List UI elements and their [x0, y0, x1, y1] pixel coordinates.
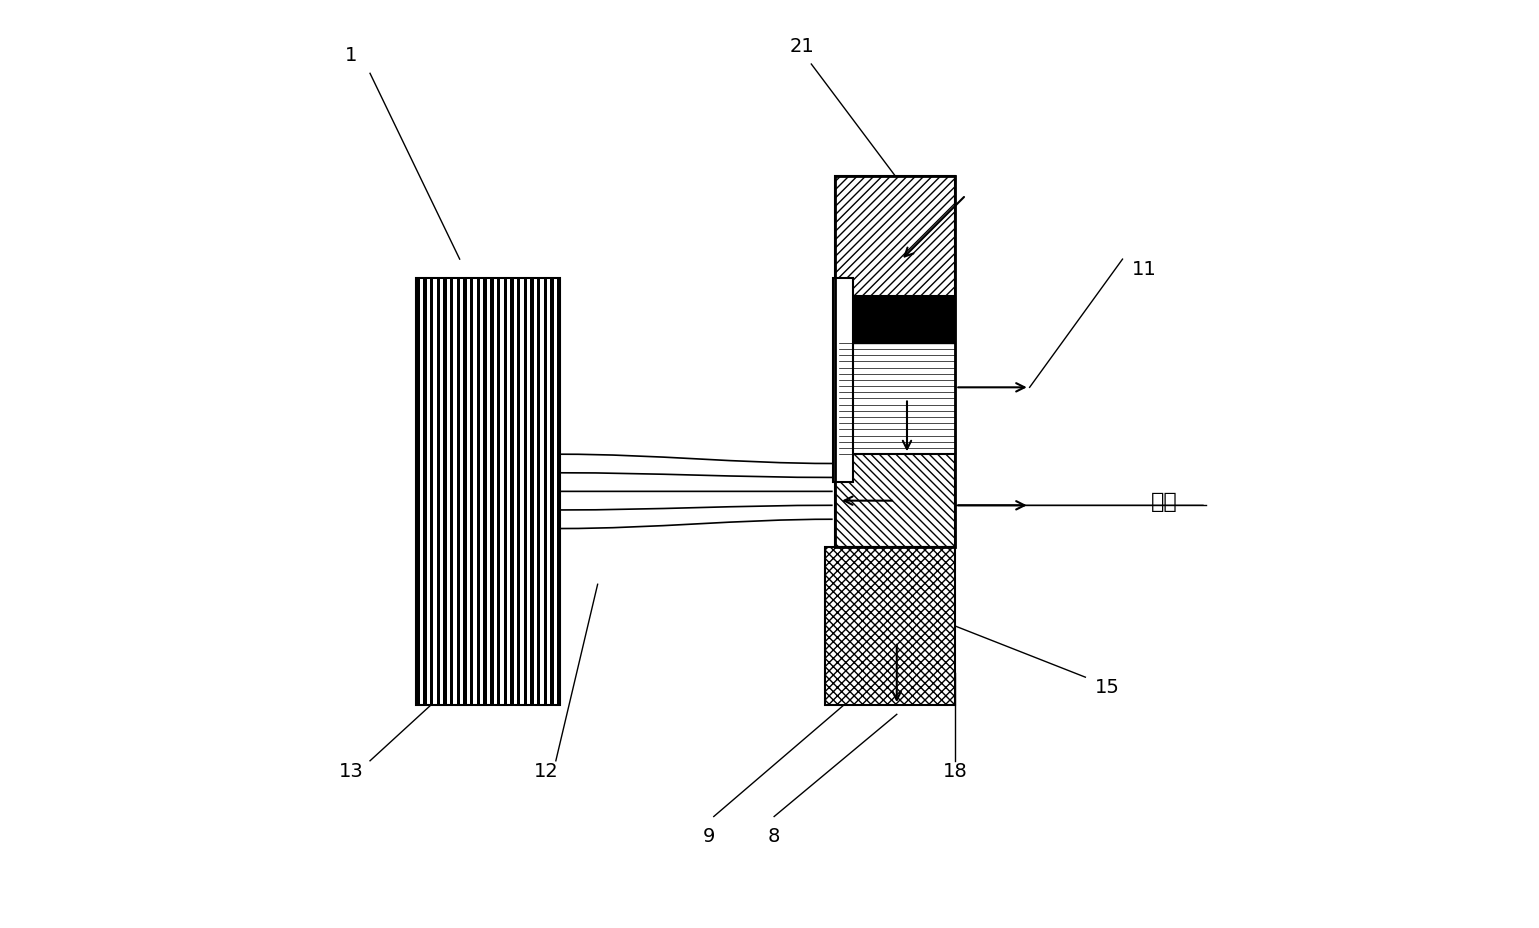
Bar — [834, 455, 956, 548]
Bar — [417, 278, 420, 705]
Bar — [497, 278, 500, 705]
Text: 11: 11 — [1131, 260, 1157, 278]
Bar — [511, 278, 514, 705]
Bar — [449, 278, 454, 705]
Text: 1: 1 — [345, 46, 357, 65]
Bar — [457, 278, 460, 705]
Text: 8: 8 — [768, 826, 780, 844]
Text: 9: 9 — [703, 826, 716, 844]
Bar — [543, 278, 546, 705]
Bar — [463, 278, 466, 705]
Bar — [833, 278, 853, 483]
Bar — [523, 278, 526, 705]
Text: 18: 18 — [943, 761, 968, 780]
Bar — [557, 278, 560, 705]
Bar — [469, 278, 474, 705]
Bar — [834, 297, 956, 343]
Bar — [503, 278, 506, 705]
Bar — [423, 278, 426, 705]
Bar — [483, 278, 486, 705]
Bar — [517, 278, 520, 705]
Bar — [825, 548, 956, 705]
Bar — [531, 278, 534, 705]
Text: 激光: 激光 — [1150, 491, 1177, 511]
Bar — [834, 176, 956, 548]
Bar — [437, 278, 440, 705]
Bar — [443, 278, 446, 705]
Bar — [417, 278, 560, 705]
Bar — [834, 176, 956, 297]
Text: 21: 21 — [790, 37, 814, 56]
Bar — [489, 278, 494, 705]
Bar — [477, 278, 480, 705]
Text: 12: 12 — [534, 761, 559, 780]
Text: 15: 15 — [1094, 677, 1119, 696]
Bar — [839, 343, 956, 455]
Text: 13: 13 — [339, 761, 363, 780]
Bar — [429, 278, 432, 705]
Bar — [537, 278, 540, 705]
Bar — [551, 278, 554, 705]
